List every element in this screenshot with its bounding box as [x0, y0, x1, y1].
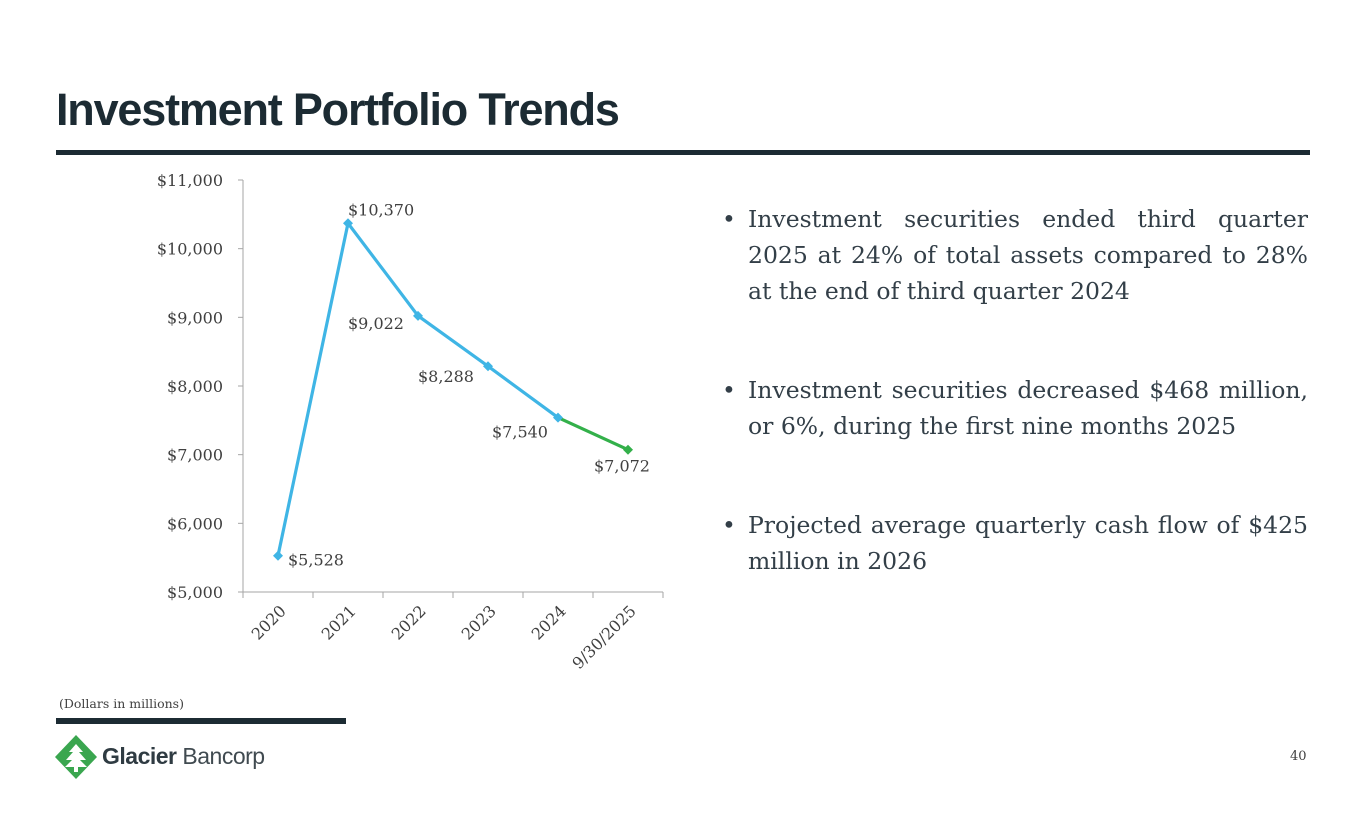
bullet-dot-icon: •: [722, 201, 736, 237]
y-tick-label: $7,000: [167, 446, 223, 465]
bullet-item: • Investment securities decreased $468 m…: [722, 372, 1308, 444]
bullet-text: Investment securities ended third quarte…: [748, 205, 1308, 305]
x-tick-label: 2024: [528, 601, 570, 643]
y-tick-label: $11,000: [157, 171, 223, 190]
data-label: $7,540: [492, 423, 548, 442]
y-tick-label: $6,000: [167, 514, 223, 533]
y-tick-label: $8,000: [167, 377, 223, 396]
y-tick-label: $9,000: [167, 308, 223, 327]
units-note: (Dollars in millions): [59, 696, 184, 711]
series-line-segment: [348, 223, 418, 316]
data-point-marker: [273, 551, 283, 561]
bullet-dot-icon: •: [722, 507, 736, 543]
data-label: $10,370: [348, 200, 414, 219]
footer-divider: [56, 718, 346, 724]
line-chart: $5,000 $6,000 $7,000 $8,000 $9,000 $10,000 $11…: [0, 0, 700, 700]
series-line-segment: [558, 418, 628, 450]
data-point-marker: [623, 445, 633, 455]
series-line-segment: [418, 316, 488, 366]
y-tick-label: $5,000: [167, 583, 223, 602]
page-number: 40: [1290, 749, 1307, 764]
series-line-segment: [488, 366, 558, 417]
logo-brand-bold: Glacier: [102, 743, 177, 769]
y-tick-label: $10,000: [157, 240, 223, 259]
x-tick-label: 2021: [318, 601, 360, 643]
data-label: $7,072: [594, 457, 650, 476]
logo-wordmark: Glacier Bancorp: [102, 743, 265, 770]
logo-brand-light: Bancorp: [177, 743, 265, 769]
data-label: $5,528: [288, 551, 344, 570]
bullet-text: Projected average quarterly cash flow of…: [748, 511, 1308, 575]
x-tick-label: 9/30/2025: [568, 601, 639, 672]
data-label: $9,022: [348, 314, 404, 333]
glacier-tree-icon: [55, 735, 97, 779]
bullet-dot-icon: •: [722, 372, 736, 408]
series-line-segment: [278, 223, 348, 555]
bullet-item: • Investment securities ended third quar…: [722, 201, 1308, 309]
x-tick-label: 2023: [458, 601, 500, 643]
bullet-list: • Investment securities ended third quar…: [722, 201, 1308, 642]
x-tick-label: 2022: [388, 601, 430, 643]
x-tick-label: 2020: [248, 601, 290, 643]
data-label: $8,288: [418, 367, 474, 386]
bullet-item: • Projected average quarterly cash flow …: [722, 507, 1308, 579]
bullet-text: Investment securities decreased $468 mil…: [748, 376, 1308, 440]
